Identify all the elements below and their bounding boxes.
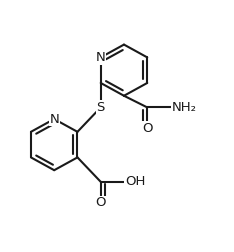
Text: N: N [49,113,59,125]
Text: S: S [97,101,105,114]
Text: OH: OH [125,175,146,188]
Text: NH₂: NH₂ [172,101,197,114]
Text: O: O [142,122,153,135]
Text: N: N [96,51,106,64]
Text: O: O [95,196,106,209]
